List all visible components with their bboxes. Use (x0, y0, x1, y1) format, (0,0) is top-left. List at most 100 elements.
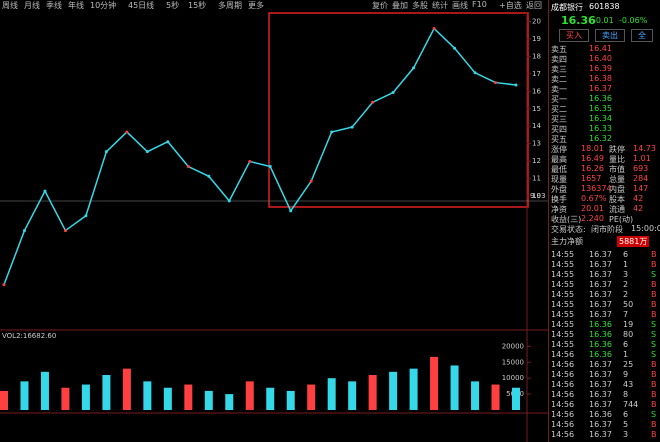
toolbar-tab[interactable]: 年线 (68, 1, 84, 10)
volume-tick-label: 20000 (502, 342, 524, 350)
tick-cell: B (651, 300, 657, 309)
stat: 换手 (551, 195, 567, 204)
tick-cell: 80 (623, 330, 634, 339)
tick-cell: 16.37 (589, 260, 612, 269)
y-tick-label: 15 (532, 105, 541, 113)
y-tick-label: 18 (532, 52, 541, 60)
volume-bar (286, 390, 295, 410)
toolbar-tab[interactable]: +自选 (499, 1, 522, 10)
volume-bar (450, 365, 459, 410)
toolbar-tab[interactable]: 多股 (412, 1, 428, 10)
tick-cell: S (651, 320, 657, 329)
volume-label: VOL2:16682.60 (2, 332, 56, 340)
tick-cell: 16.36 (589, 410, 612, 419)
toolbar-tab[interactable]: 统计 (432, 1, 448, 10)
tick-cell: 14:55 (551, 300, 575, 309)
price-point (2, 283, 6, 287)
stat: 42 (633, 194, 644, 203)
volume-bar (143, 381, 152, 410)
book-label: 买二 (551, 105, 567, 114)
tick-cell: 3 (623, 270, 629, 279)
tick-cell: S (651, 350, 657, 359)
volume-bar (163, 387, 172, 410)
price-point (453, 46, 457, 50)
price-point (268, 165, 272, 169)
price-point (514, 83, 518, 87)
change: -0.01 (593, 16, 614, 25)
trade-button[interactable]: 买入 (559, 29, 589, 42)
tick-cell: B (651, 430, 657, 439)
tick-cell: 16.37 (589, 400, 612, 409)
stat: 跌停 (609, 145, 625, 154)
tick-cell: 50 (623, 300, 634, 309)
tick-cell: 14:55 (551, 330, 575, 339)
volume-bar (102, 375, 111, 410)
tick-cell: B (651, 420, 657, 429)
tick-cell: 16.36 (589, 350, 612, 359)
stat: 收益(三) (551, 215, 582, 224)
tick-cell: 14:56 (551, 390, 575, 399)
trade-button[interactable]: 卖出 (595, 29, 625, 42)
tick-cell: 14:56 (551, 430, 575, 439)
tick-cell: 14:56 (551, 400, 575, 409)
toolbar-tab[interactable]: 更多 (248, 1, 264, 10)
book-label: 卖二 (551, 75, 567, 84)
book-price: 16.40 (589, 54, 612, 63)
price-point (494, 81, 498, 85)
toolbar-tab[interactable]: 复价 (372, 1, 388, 10)
book-label: 卖三 (551, 65, 567, 74)
book-price: 16.35 (589, 104, 612, 113)
toolbar-tab[interactable]: 15秒 (188, 1, 207, 10)
tick-cell: 16.37 (589, 310, 612, 319)
trade-button[interactable]: 全 (631, 29, 653, 42)
tick-cell: 2 (623, 290, 629, 299)
y-tick-label: 17 (532, 70, 541, 78)
tick-cell: B (651, 370, 657, 379)
toolbar-tab[interactable]: F10 (472, 0, 487, 9)
tick-cell: 14:56 (551, 410, 575, 419)
tick-cell: 14:55 (551, 320, 575, 329)
stat: 147 (633, 184, 649, 193)
toolbar-tab[interactable]: 10分钟 (90, 1, 117, 10)
volume-bar (491, 384, 500, 410)
tick-cell: 19 (623, 320, 634, 329)
chart: 9.93 VOL2:16682.60 20 19 18 17 16 15 14 13 12 11 1… (0, 12, 548, 442)
tick-cell: 14:55 (551, 280, 575, 289)
stat: 20.01 (581, 204, 604, 213)
book-price: 16.34 (589, 114, 612, 123)
toolbar-tab[interactable]: 画线 (452, 1, 468, 10)
tick-cell: 9 (623, 370, 629, 379)
stat: 内盘 (609, 185, 625, 194)
toolbar-tab[interactable]: 5秒 (166, 1, 180, 10)
price-point (43, 189, 47, 193)
toolbar-tab[interactable]: 多周期 (218, 1, 242, 10)
toolbar-tab[interactable]: 周线 (2, 1, 18, 10)
volume-bar (430, 356, 439, 410)
tick-cell: B (651, 250, 657, 259)
toolbar-tab[interactable]: 月线 (24, 1, 40, 10)
y-tick-label: 13 (532, 140, 541, 148)
toolbar-tab[interactable]: 返回 (526, 1, 542, 10)
tick-cell: 14:56 (551, 420, 575, 429)
y-tick-label: 20 (532, 17, 541, 25)
price-point (84, 214, 88, 218)
book-label: 买一 (551, 95, 567, 104)
volume-bar (184, 384, 193, 410)
price: 16.36 (561, 14, 596, 27)
book-label: 买五 (551, 135, 567, 144)
tick-cell: 43 (623, 380, 634, 389)
price-point (412, 66, 416, 70)
toolbar-tab[interactable]: 叠加 (392, 1, 408, 10)
toolbar-tab[interactable]: 季线 (46, 1, 62, 10)
price-point (207, 174, 211, 178)
tick-cell: 14:56 (551, 350, 575, 359)
tick-cell: 14:55 (551, 260, 575, 269)
tick-cell: 16.36 (589, 320, 612, 329)
book-label: 买三 (551, 115, 567, 124)
status-label: 交易状态: (551, 225, 586, 234)
tick-cell: 25 (623, 360, 634, 369)
toolbar-tab[interactable]: 45日线 (128, 1, 155, 10)
book-price: 16.32 (589, 134, 612, 143)
tick-cell: 16.37 (589, 270, 612, 279)
price-point (227, 199, 231, 203)
